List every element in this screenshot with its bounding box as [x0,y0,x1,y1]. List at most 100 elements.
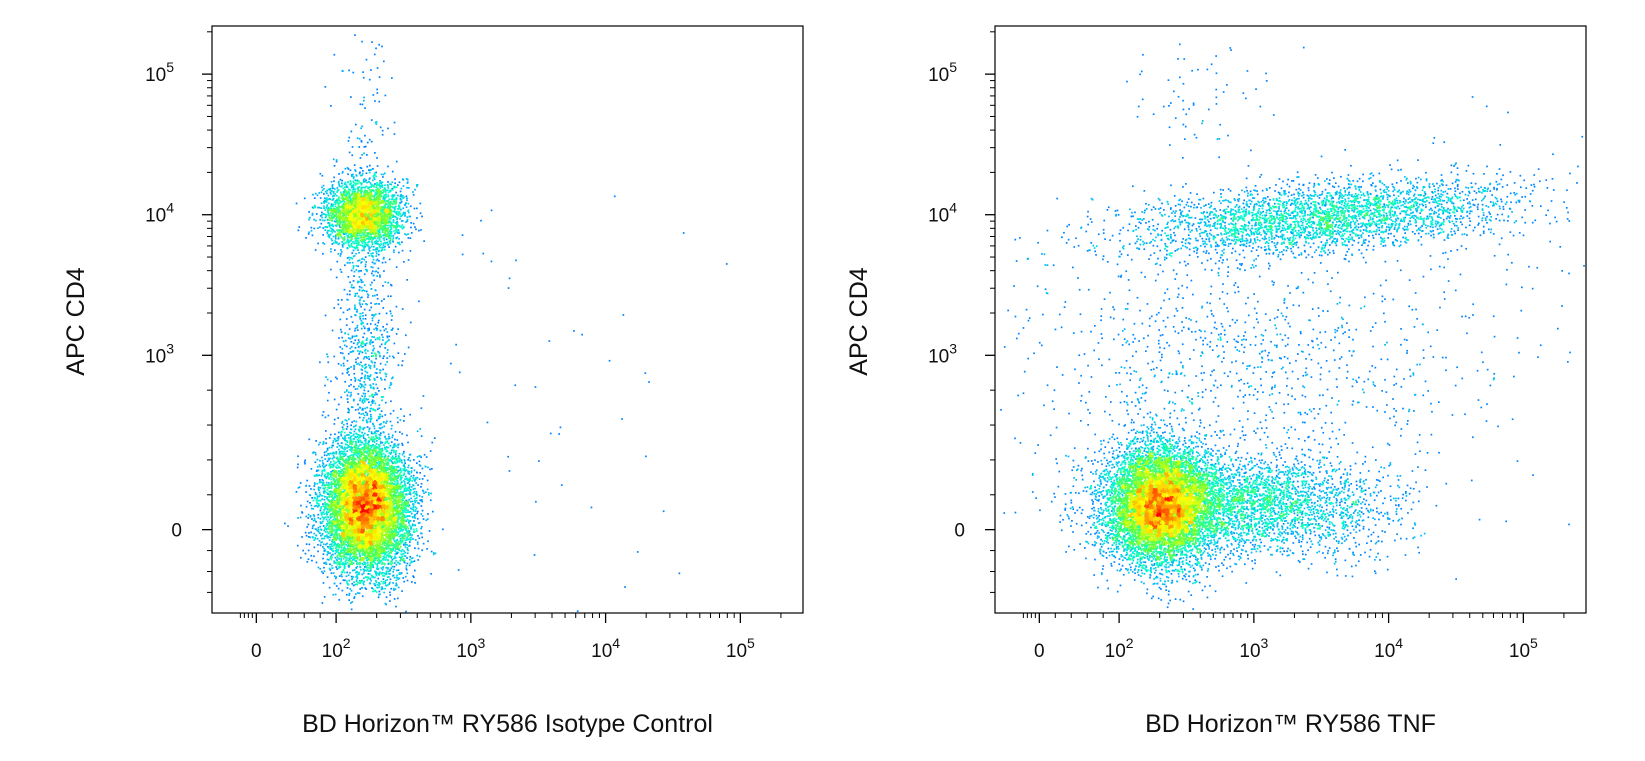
data-point [311,508,313,510]
data-point [317,466,319,468]
data-point [388,433,390,435]
data-point [378,447,380,449]
data-point [334,399,336,401]
data-point [431,442,433,444]
data-point [366,579,368,581]
data-point [304,460,306,462]
data-point [321,571,323,573]
data-point [416,494,418,496]
data-point [319,540,321,542]
data-point [339,445,341,447]
data-point [351,459,353,461]
data-point [322,558,324,560]
data-point [390,421,392,423]
data-point [362,595,364,597]
data-point [397,598,399,600]
data-point [336,446,338,448]
data-point [414,524,416,526]
data-point [361,563,363,565]
data-point [323,492,325,494]
data-point [411,480,413,482]
data-point [423,518,425,520]
data-point [391,534,393,536]
data-point [427,518,429,520]
data-point [417,456,419,458]
data-point [322,516,324,518]
data-point [330,434,332,436]
data-point [363,437,365,439]
data-point [323,525,325,527]
data-point [404,462,406,464]
data-point [308,558,310,560]
data-point [398,578,400,580]
data-point [397,439,399,441]
data-point [407,526,409,528]
data-point [354,431,356,433]
data-point [383,578,385,580]
data-point [297,467,299,469]
data-point [347,426,349,428]
data-point [385,422,387,424]
data-point [338,533,340,535]
data-point [390,529,392,531]
data-point [341,451,343,453]
data-point [400,419,402,421]
data-point [325,430,327,432]
data-point [310,532,312,534]
data-point [316,562,318,564]
data-point [334,433,336,435]
data-point [359,588,361,590]
data-point [389,582,391,584]
data-point [373,464,375,466]
data-point [327,448,329,450]
data-point [331,492,333,494]
data-point [382,562,384,564]
data-point [402,444,404,446]
data-point [315,505,317,507]
data-point [377,408,379,410]
data-point [335,566,337,568]
data-point [307,561,309,563]
data-point [411,581,413,583]
data-point [346,580,348,582]
data-point [366,407,368,409]
data-point [296,491,298,493]
data-point [327,489,329,491]
data-point [310,488,312,490]
data-point [350,435,352,437]
data-point [413,510,415,512]
data-point [328,536,330,538]
data-point [367,426,369,428]
data-point [317,517,319,519]
data-point [366,450,368,452]
data-point [379,562,381,564]
data-point [394,566,396,568]
data-point [403,581,405,583]
data-point [322,602,324,604]
data-point [363,568,365,570]
data-point [335,557,337,559]
data-point [363,562,365,564]
data-point [322,521,324,523]
data-point [337,563,339,565]
data-point [346,420,348,422]
data-point [311,497,313,499]
data-point [353,581,355,583]
data-point [423,543,425,545]
data-point [324,570,326,572]
data-point [351,590,353,592]
data-point [329,519,331,521]
data-point [347,558,349,560]
data-point [377,563,379,565]
data-point [425,519,427,521]
data-point [409,491,411,493]
data-point [349,559,351,561]
data-point [353,438,355,440]
data-point [409,559,411,561]
data-point [323,562,325,564]
data-point [321,470,323,472]
data-point [369,573,371,575]
data-point [360,569,362,571]
